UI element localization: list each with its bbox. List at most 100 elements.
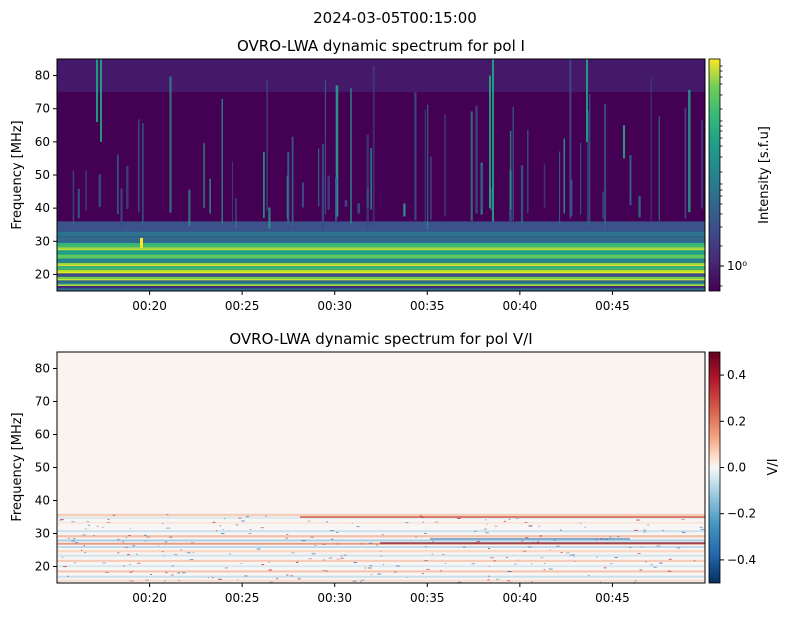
image-speckle xyxy=(471,563,476,565)
image-speckle xyxy=(144,540,147,542)
image-speckle xyxy=(116,539,120,541)
x-tick-label: 00:40 xyxy=(503,591,538,605)
image-speckle xyxy=(419,515,422,517)
image-speckle xyxy=(326,521,328,523)
image-line xyxy=(57,248,705,250)
image-speckle xyxy=(614,556,618,558)
burst-streak xyxy=(520,165,524,225)
image-speckle xyxy=(444,562,447,564)
image-band xyxy=(57,254,705,259)
burst-streak xyxy=(424,109,426,230)
image-speckle xyxy=(524,521,528,523)
x-tick-label: 00:40 xyxy=(503,299,538,313)
image-speckle xyxy=(487,579,490,581)
image-speckle xyxy=(331,538,334,540)
image-speckle xyxy=(528,546,532,548)
image-speckle xyxy=(136,553,138,555)
image-speckle xyxy=(143,534,147,536)
burst-streak xyxy=(231,161,234,222)
image-speckle xyxy=(595,539,598,541)
image-speckle xyxy=(668,558,672,560)
image-speckle xyxy=(693,560,696,562)
image-speckle xyxy=(189,559,194,561)
image-band xyxy=(57,288,705,291)
burst-streak xyxy=(658,116,660,221)
image-speckle xyxy=(376,544,379,546)
image-speckle xyxy=(538,525,541,527)
burst-streak xyxy=(443,114,447,217)
image-speckle xyxy=(97,525,99,527)
image-speckle xyxy=(170,574,174,576)
burst-streak xyxy=(335,177,338,221)
image-band xyxy=(57,554,705,557)
image-speckle xyxy=(600,581,602,583)
image-speckle xyxy=(174,554,178,556)
burst-streak xyxy=(344,199,348,207)
image-speckle xyxy=(158,545,160,547)
image-speckle xyxy=(85,528,87,530)
image-speckle xyxy=(243,575,248,577)
burst-streak xyxy=(372,65,375,226)
image-speckle xyxy=(432,541,434,543)
x-tick-label: 00:30 xyxy=(317,299,352,313)
panel-stokes-vi-title: OVRO-LWA dynamic spectrum for pol V/I xyxy=(229,330,532,348)
image-speckle xyxy=(105,571,109,573)
image-speckle xyxy=(537,540,539,542)
burst-streak xyxy=(623,125,625,159)
image-band xyxy=(57,546,705,549)
image-line xyxy=(57,279,705,281)
image-band xyxy=(57,559,705,562)
burst-streak xyxy=(209,178,211,214)
burst-streak xyxy=(527,129,529,213)
y-tick-label: 60 xyxy=(35,428,50,442)
image-speckle xyxy=(129,527,132,529)
burst-streak xyxy=(604,103,607,229)
image-speckle xyxy=(639,569,643,571)
burst-streak xyxy=(324,79,327,215)
image-speckle xyxy=(556,545,560,547)
image-speckle xyxy=(360,581,362,583)
image-speckle xyxy=(124,546,129,548)
image-speckle xyxy=(442,554,445,556)
image-speckle xyxy=(297,560,299,562)
image-speckle xyxy=(181,572,186,574)
image-speckle xyxy=(522,550,527,552)
burst-streak xyxy=(427,104,429,230)
image-speckle xyxy=(224,567,229,569)
image-speckle xyxy=(84,551,86,553)
image-speckle xyxy=(360,579,365,581)
image-speckle xyxy=(368,542,373,544)
image-speckle xyxy=(162,523,164,525)
image-speckle xyxy=(553,539,557,541)
burst-streak xyxy=(430,156,432,220)
image-speckle xyxy=(310,536,314,538)
image-band xyxy=(57,236,705,243)
image-speckle xyxy=(377,573,382,575)
image-speckle xyxy=(171,565,175,567)
image-speckle xyxy=(560,552,563,554)
burst-streak xyxy=(357,203,361,214)
x-tick-label: 00:25 xyxy=(225,591,260,605)
image-speckle xyxy=(336,558,341,560)
image-speckle xyxy=(488,575,490,577)
image-speckle xyxy=(323,559,326,561)
x-tick-label: 00:30 xyxy=(317,591,352,605)
image-speckle xyxy=(367,567,372,569)
panel-stokes-i-ylabel: Frequency [MHz] xyxy=(10,120,25,229)
image-speckle xyxy=(222,528,224,530)
image-speckle xyxy=(218,578,223,580)
image-speckle xyxy=(260,527,264,529)
image-speckle xyxy=(424,560,428,562)
image-speckle xyxy=(343,554,347,556)
image-speckle xyxy=(192,552,195,554)
image-speckle xyxy=(486,523,488,525)
image-band xyxy=(57,266,705,270)
image-band xyxy=(57,258,705,263)
image-speckle xyxy=(643,529,646,531)
image-speckle xyxy=(681,531,684,533)
image-speckle xyxy=(700,528,705,530)
image-speckle xyxy=(637,552,641,554)
colorbar-tick-label: −0.2 xyxy=(727,507,756,521)
image-speckle xyxy=(163,555,165,557)
burst-streak xyxy=(291,136,294,228)
